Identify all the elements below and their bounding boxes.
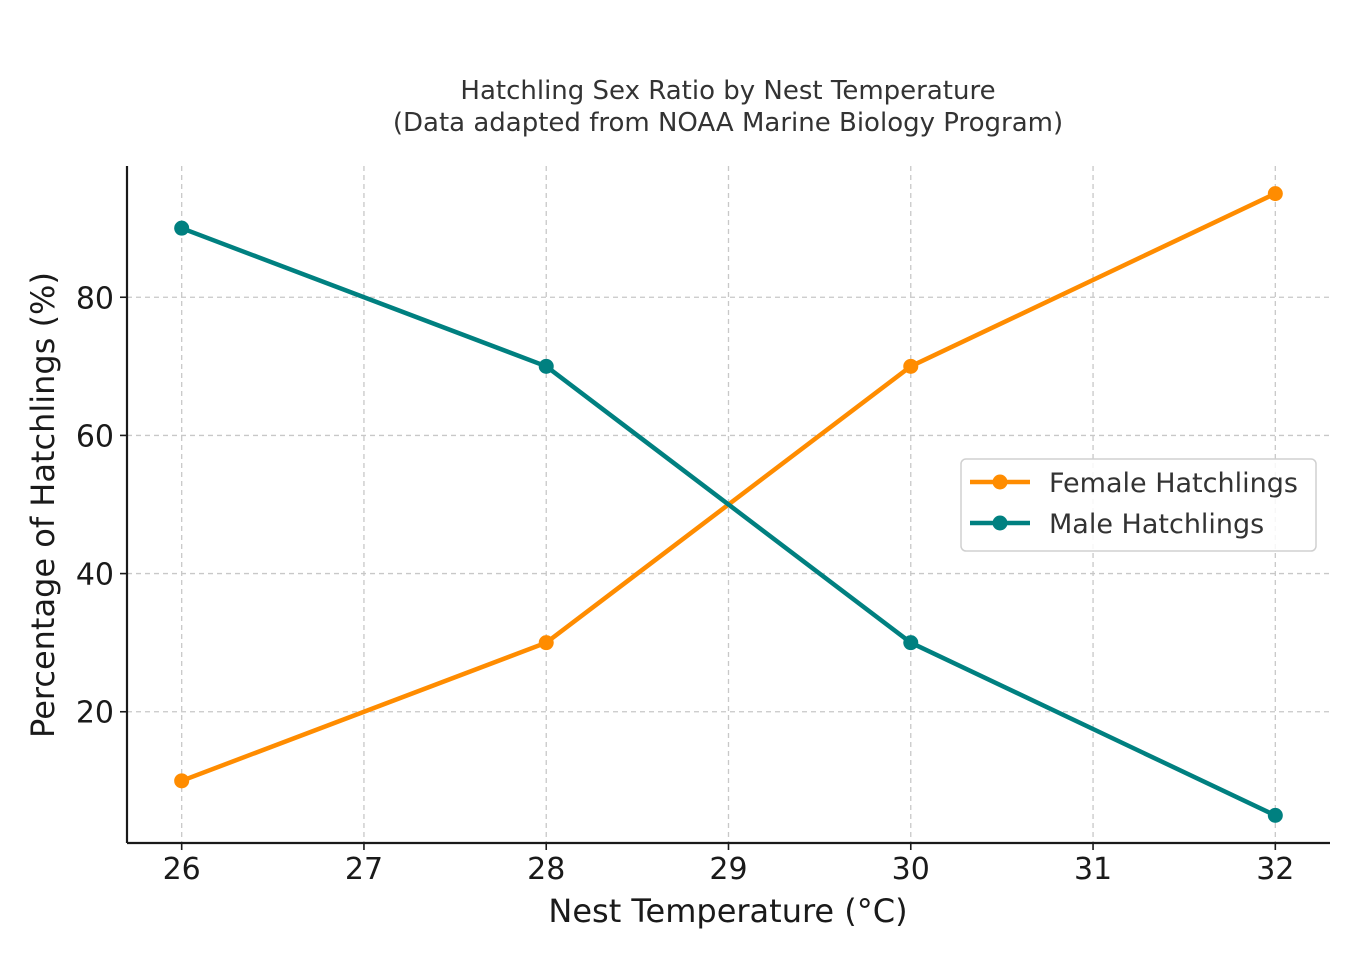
data-point	[903, 635, 919, 651]
x-tick-label: 30	[892, 852, 930, 887]
legend: Female Hatchlings Male Hatchlings	[960, 458, 1317, 552]
y-tick-label: 20	[76, 696, 114, 731]
legend-label: Male Hatchlings	[1049, 509, 1264, 540]
legend-label: Female Hatchlings	[1049, 468, 1298, 499]
data-point	[903, 358, 919, 374]
data-point	[174, 773, 190, 789]
chart-subtitle: (Data adapted from NOAA Marine Biology P…	[393, 108, 1063, 138]
x-tick-label: 26	[163, 852, 201, 887]
x-axis-label: Nest Temperature (°C)	[548, 892, 907, 930]
data-point	[1267, 807, 1283, 823]
legend-item: Female Hatchlings	[970, 468, 1298, 499]
series-male-hatchlings	[174, 220, 1283, 823]
x-tick-label: 29	[709, 852, 747, 887]
series	[174, 186, 1283, 823]
legend-item: Male Hatchlings	[970, 509, 1264, 540]
chart-title: Hatchling Sex Ratio by Nest Temperature	[460, 76, 995, 106]
x-tick-label: 31	[1074, 852, 1112, 887]
tick-labels: 26 27 28 29 30 31 32 20 40 60 80	[76, 281, 1295, 887]
x-tick-label: 32	[1256, 852, 1294, 887]
y-axis-label: Percentage of Hatchlings (%)	[24, 272, 62, 738]
legend-swatch-marker	[992, 474, 1008, 490]
y-tick-label: 80	[76, 281, 114, 316]
legend-box	[960, 458, 1317, 552]
data-point	[174, 220, 190, 236]
legend-swatch-marker	[992, 515, 1008, 531]
x-tick-label: 27	[345, 852, 383, 887]
series-line-male-hatchlings	[179, 225, 1278, 818]
y-tick-label: 40	[76, 558, 114, 593]
data-point	[538, 358, 554, 374]
y-tick-label: 60	[76, 419, 114, 454]
x-tick-label: 28	[527, 852, 565, 887]
data-point	[538, 635, 554, 651]
data-point	[1267, 186, 1283, 202]
grid	[127, 166, 1330, 843]
